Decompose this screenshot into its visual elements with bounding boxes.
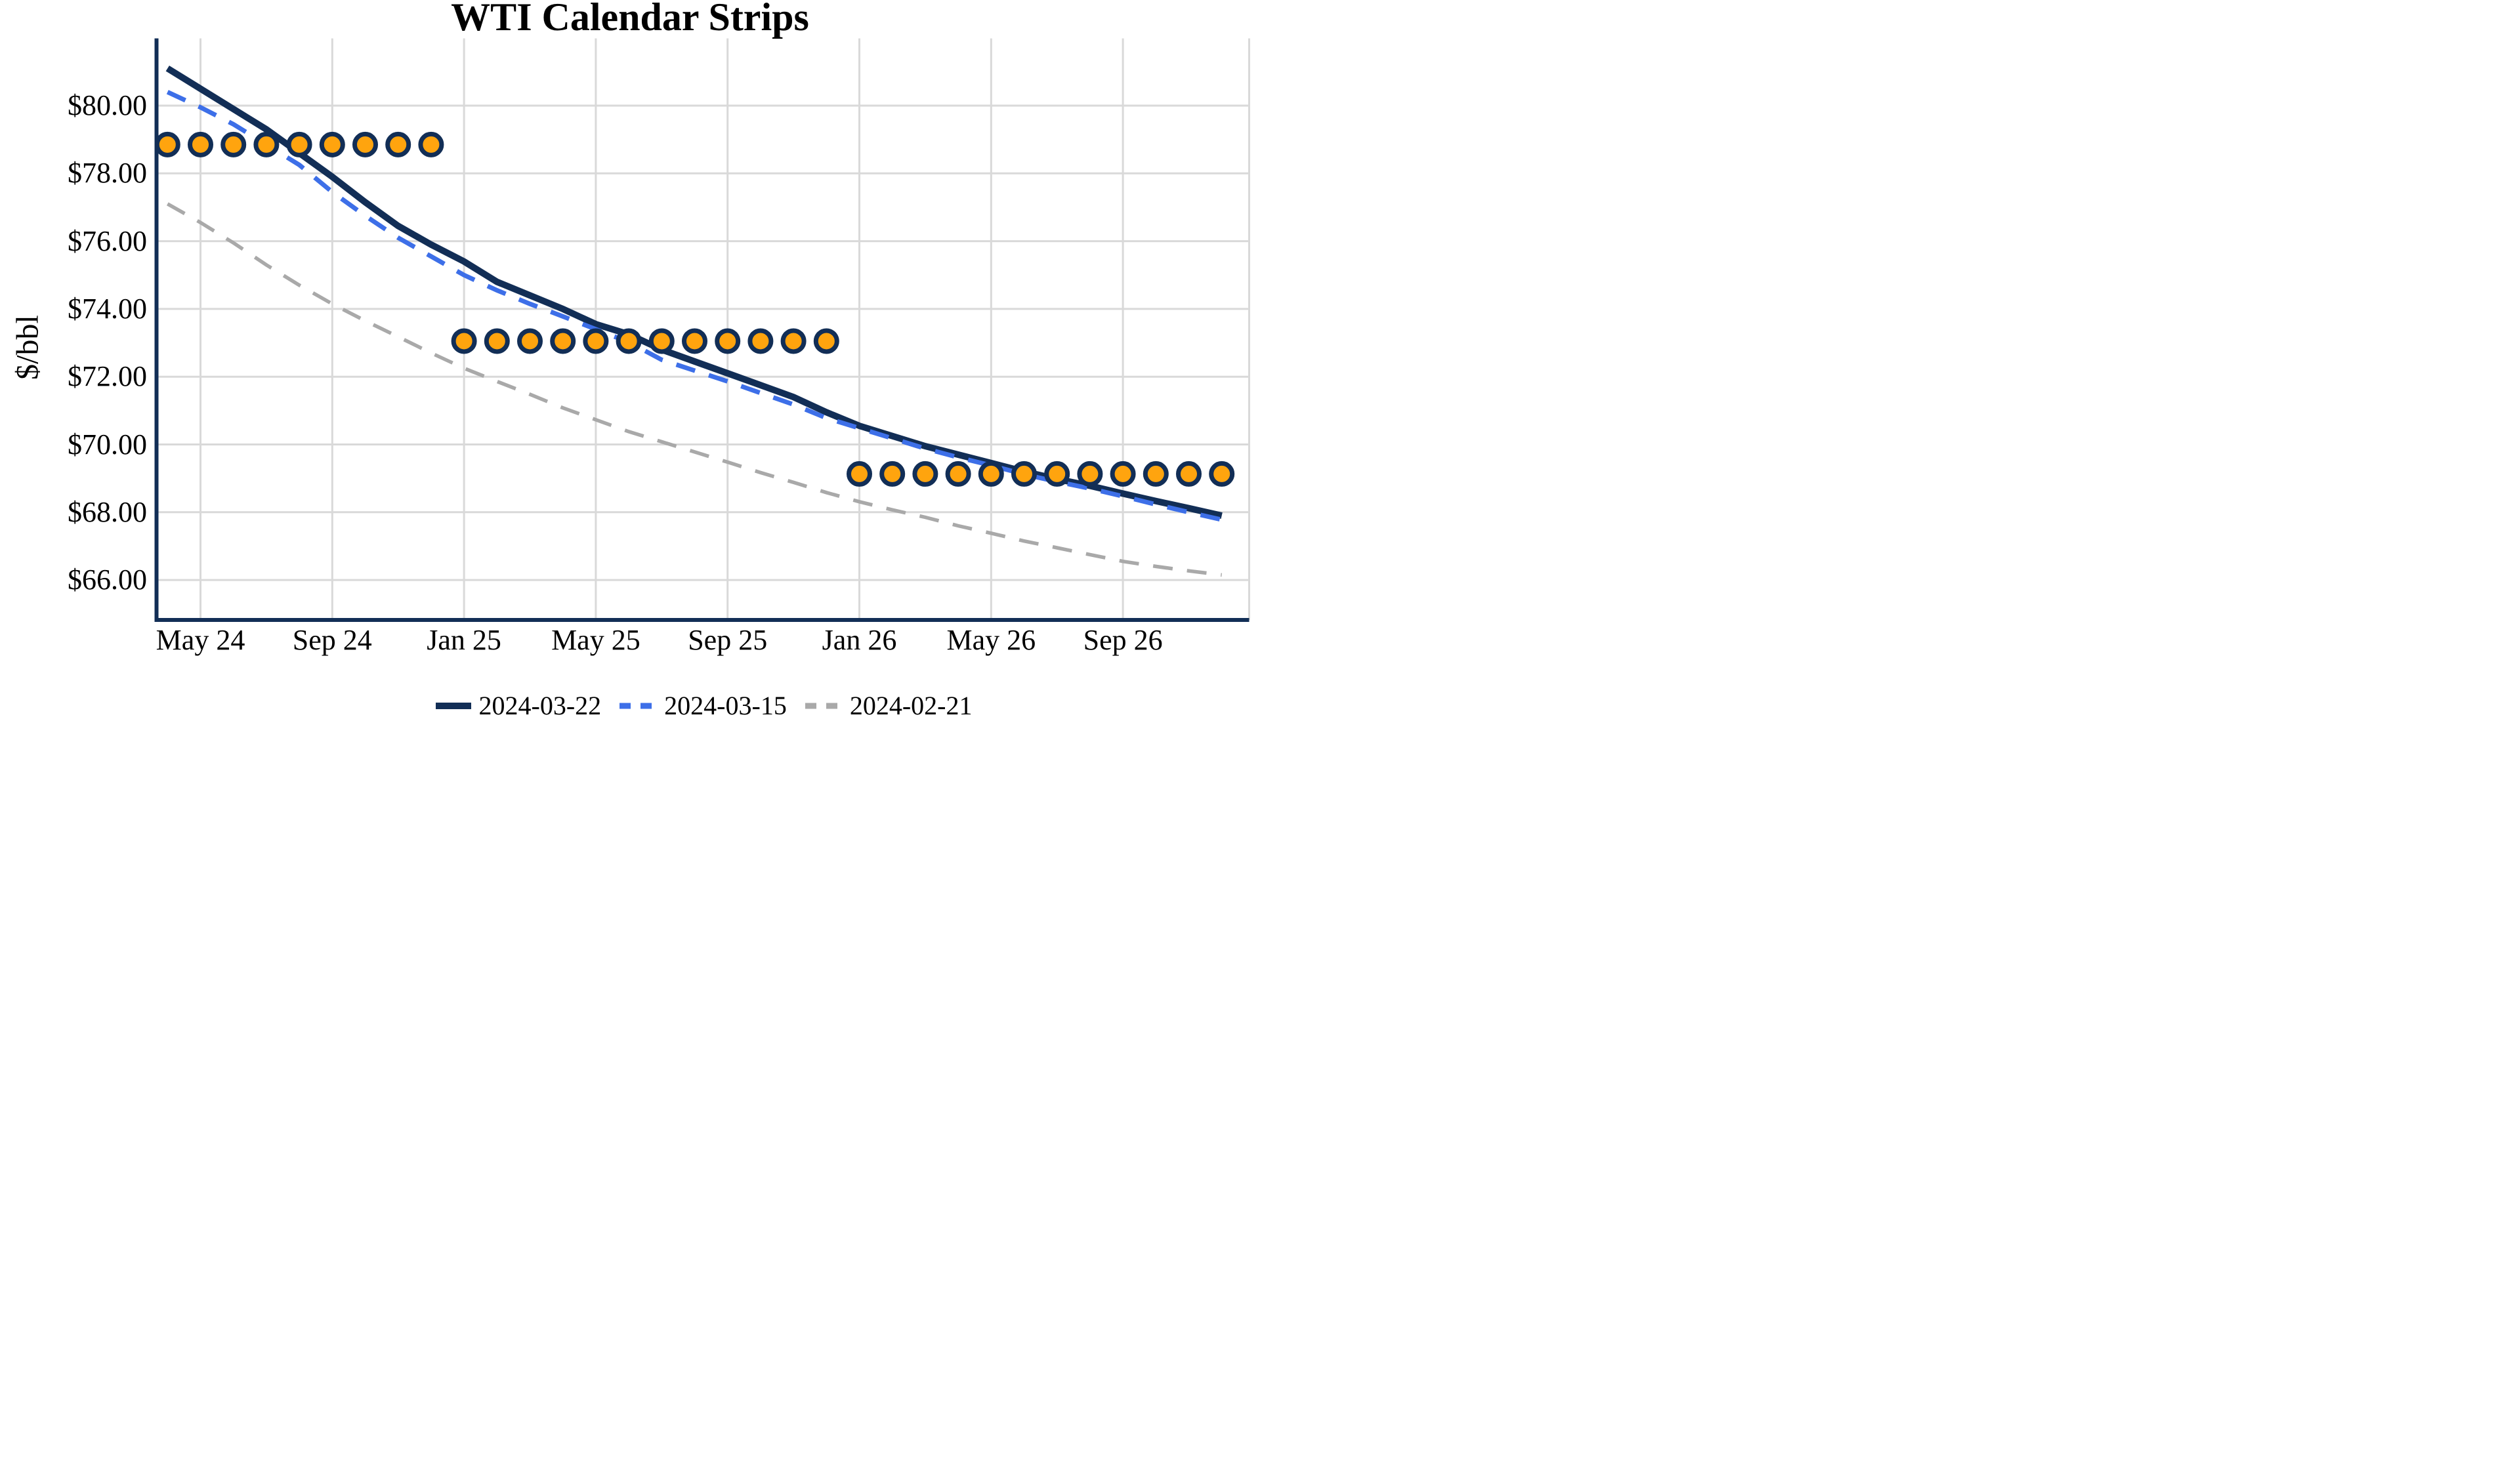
legend-item-2024-02-21: 2024-02-21 [805,690,973,722]
strip-marker-cal-2025-strip [648,328,675,354]
strip-marker-cal-2024-strip [385,131,411,157]
strip-marker-cal-2026-strip [978,461,1004,487]
plot-area [154,38,1250,622]
series-line-2024-03-15 [166,90,1223,522]
strip-marker-cal-2024-strip [418,131,444,157]
strip-marker-cal-2025-strip [451,328,477,354]
strip-marker-cal-2024-strip [319,131,345,157]
strip-marker-cal-2025-strip [517,328,543,354]
strip-marker-cal-2026-strip [879,461,906,487]
strip-marker-cal-2026-strip [1011,461,1037,487]
x-tick-label: May 26 [946,624,1036,656]
strip-marker-cal-2025-strip [813,328,839,354]
strip-marker-cal-2026-strip [1110,461,1136,487]
y-axis-title: $/bbl [10,315,45,380]
strip-marker-cal-2025-strip [682,328,707,354]
strip-marker-cal-2025-strip [780,328,807,354]
strip-marker-cal-2025-strip [550,328,576,354]
legend-item-2024-03-15: 2024-03-15 [620,690,787,722]
strip-marker-cal-2024-strip [188,131,213,157]
strip-marker-cal-2024-strip [220,131,247,157]
strip-marker-cal-2026-strip [1209,461,1235,487]
strip-marker-cal-2025-strip [616,328,642,354]
strip-marker-cal-2024-strip [253,131,280,157]
x-tick-label: May 24 [156,624,245,656]
legend-label: 2024-03-22 [478,691,602,720]
legend-swatch-dashed-blue [620,703,658,709]
legend-item-2024-03-22: 2024-03-22 [434,690,602,722]
x-tick-label: Sep 26 [1083,624,1163,656]
strip-marker-cal-2026-strip [1077,461,1103,487]
legend-swatch-solid-navy [435,703,471,709]
y-tick-label: $80.00 [68,89,147,121]
y-tick-label: $76.00 [68,224,147,257]
y-tick-label: $68.00 [68,495,147,528]
y-tick-label: $78.00 [68,157,147,190]
strip-marker-cal-2025-strip [747,328,774,354]
strip-marker-cal-2026-strip [1143,461,1169,487]
strip-marker-cal-2026-strip [1176,461,1202,487]
strip-marker-cal-2026-strip [1044,461,1070,487]
strip-marker-cal-2024-strip [286,131,312,157]
strip-marker-cal-2026-strip [945,461,971,487]
strip-marker-cal-2025-strip [715,328,741,354]
strip-marker-cal-2026-strip [847,461,872,487]
x-tick-label: Jan 26 [822,624,897,656]
y-tick-label: $74.00 [68,292,147,325]
y-tick-label: $70.00 [68,428,147,461]
strip-marker-cal-2024-strip [154,131,180,157]
legend-swatch-dashed-gray [805,703,843,709]
wti-calendar-strips-chart: WTI Calendar Strips $/bbl $80.00 $78.00 $7… [0,0,1260,740]
x-tick-label: Jan 25 [427,624,501,656]
y-tick-label: $72.00 [68,360,147,393]
x-tick-label: Sep 24 [292,624,372,656]
chart-title: WTI Calendar Strips [451,0,809,39]
series-line-2024-02-21 [166,202,1223,577]
legend: 2024-03-22 2024-03-15 2024-02-21 [157,690,1250,722]
strip-marker-cal-2025-strip [484,328,510,354]
strip-marker-cal-2026-strip [912,461,938,487]
y-tick-label: $66.00 [68,564,147,596]
legend-label: 2024-02-21 [849,691,973,720]
strip-marker-cal-2024-strip [352,131,378,157]
x-tick-label: Sep 25 [688,624,768,656]
legend-label: 2024-03-15 [664,691,787,720]
strip-marker-cal-2025-strip [583,328,609,354]
x-tick-label: May 25 [551,624,640,656]
